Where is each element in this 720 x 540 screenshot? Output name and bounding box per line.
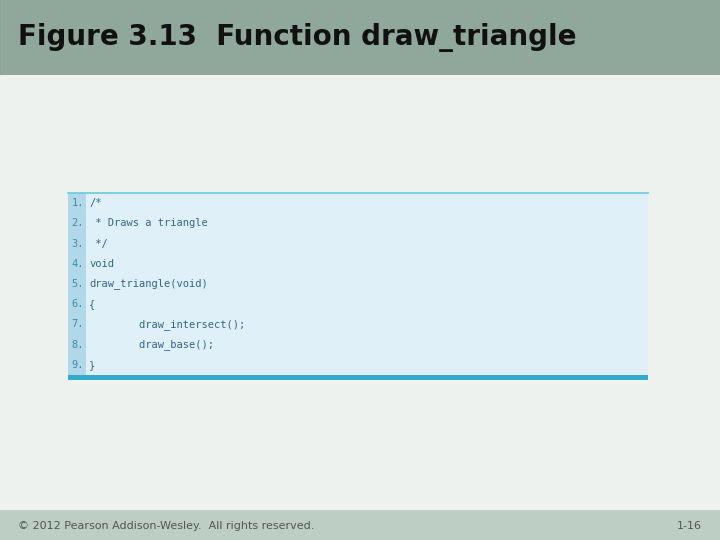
FancyBboxPatch shape xyxy=(68,193,86,375)
Text: void: void xyxy=(89,259,114,269)
FancyBboxPatch shape xyxy=(86,193,648,375)
Text: draw_triangle(void): draw_triangle(void) xyxy=(89,279,208,289)
Text: 3.: 3. xyxy=(71,239,84,248)
Text: 9.: 9. xyxy=(71,360,84,370)
Text: 6.: 6. xyxy=(71,299,84,309)
Text: 1-16: 1-16 xyxy=(677,521,702,531)
Text: */: */ xyxy=(89,239,108,248)
Text: Figure 3.13  Function draw_triangle: Figure 3.13 Function draw_triangle xyxy=(18,23,577,52)
Text: }: } xyxy=(89,360,95,370)
Text: 4.: 4. xyxy=(71,259,84,269)
Text: draw_intersect();: draw_intersect(); xyxy=(89,319,246,330)
Text: © 2012 Pearson Addison-Wesley.  All rights reserved.: © 2012 Pearson Addison-Wesley. All right… xyxy=(18,521,315,531)
Text: {: { xyxy=(89,299,95,309)
Text: draw_base();: draw_base(); xyxy=(89,339,214,350)
Text: * Draws a triangle: * Draws a triangle xyxy=(89,218,208,228)
Text: 7.: 7. xyxy=(71,320,84,329)
Text: 8.: 8. xyxy=(71,340,84,350)
FancyBboxPatch shape xyxy=(68,375,648,380)
Text: /*: /* xyxy=(89,198,102,208)
FancyBboxPatch shape xyxy=(0,75,720,510)
Text: 1.: 1. xyxy=(71,198,84,208)
Text: 5.: 5. xyxy=(71,279,84,289)
Text: 2.: 2. xyxy=(71,218,84,228)
